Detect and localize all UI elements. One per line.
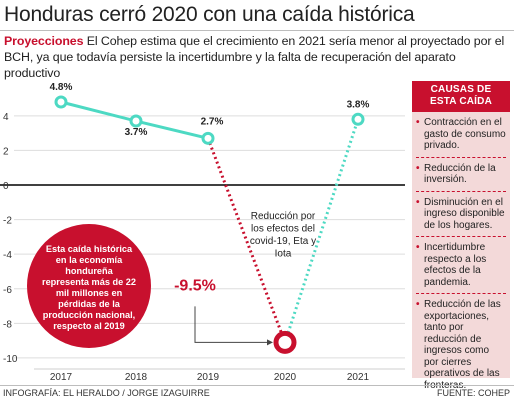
cause-text: Incertidumbre respecto a los efectos de … <box>424 242 487 288</box>
subtitle-lead: Proyecciones <box>4 34 84 48</box>
bullet-icon: • <box>416 117 420 128</box>
cause-item: • Disminución en el ingreso disponible de… <box>416 192 506 237</box>
cause-item: • Contracción en el gasto de consumo priv… <box>416 112 506 158</box>
callout-text: Esta caída histórica en la economía hondur… <box>42 244 136 331</box>
data-points <box>54 95 365 354</box>
cause-item: • Reducción de la inversión. <box>416 158 506 192</box>
bullet-icon: • <box>416 162 420 174</box>
data-point <box>351 112 365 126</box>
data-label: 3.8% <box>347 99 370 110</box>
drop-line <box>206 137 287 343</box>
bullet-icon: • <box>416 299 420 310</box>
causes-heading-line1: CAUSAS DE <box>430 84 492 95</box>
annotation-line: covid-19, Eta y <box>250 236 316 247</box>
y-tick-label: 4 <box>3 112 9 123</box>
cause-text: Reducción de las exportaciones, tanto po… <box>424 299 501 391</box>
annotation-line: los efectos del <box>251 224 315 235</box>
annotation-text: Reducción por los efectos del covid-19, Et… <box>250 211 316 260</box>
bullet-icon: • <box>416 242 420 253</box>
annotation-line: Reducción por <box>251 211 316 222</box>
callout-connector <box>194 306 271 343</box>
annotation-line: Iota <box>275 249 292 260</box>
y-tick-label: 0 <box>3 181 9 192</box>
title-divider <box>0 30 514 31</box>
cause-text: Reducción de la inversión. <box>424 162 496 186</box>
source-text: FUENTE: COHEP <box>436 388 510 398</box>
y-tick-label: 2 <box>3 146 9 157</box>
data-point <box>129 114 143 128</box>
footer-divider <box>0 385 514 386</box>
cause-text: Disminución en el ingreso disponible de … <box>424 196 505 231</box>
causes-heading-line2: ESTA CAÍDA <box>430 96 492 107</box>
callout-circle <box>27 224 151 348</box>
causes-heading: CAUSAS DE ESTA CAÍDA <box>412 81 510 112</box>
data-point <box>201 131 215 145</box>
page-title: Honduras cerró 2020 con una caída histór… <box>4 3 415 26</box>
bullet-icon: • <box>416 196 420 208</box>
callout-line: pérdidas de la <box>58 299 121 309</box>
subtitle: Proyecciones El Cohep estima que el crec… <box>4 33 512 81</box>
recovery-line <box>283 118 360 343</box>
data-label: -9.5% <box>174 277 216 294</box>
callout-line: representa más de 22 <box>42 277 136 287</box>
data-point <box>54 95 68 109</box>
data-labels: 4.8% 3.7% 2.7% -9.5% 3.8% <box>50 82 370 294</box>
data-label: 2.7% <box>201 116 224 127</box>
x-tick-label: 2017 <box>50 372 73 383</box>
y-tick-label: -8 <box>3 319 12 330</box>
arrow-icon <box>267 339 273 346</box>
x-tick-label: 2018 <box>125 372 148 383</box>
cause-item: • Incertidumbre respecto a los efectos de… <box>416 237 506 294</box>
causes-list: • Contracción en el gasto de consumo priv… <box>412 112 510 396</box>
cause-text: Contracción en el gasto de consumo priva… <box>424 117 506 151</box>
callout-line: respecto al 2019 <box>53 321 125 331</box>
cause-item: • Reducción de las exportaciones, tanto p… <box>416 294 506 396</box>
x-tick-label: 2020 <box>274 372 297 383</box>
y-tick-label: -6 <box>3 285 12 296</box>
causes-panel: CAUSAS DE ESTA CAÍDA • Contracción en el … <box>412 81 510 391</box>
callout-line: hondureña <box>65 266 113 276</box>
y-tick-label: -10 <box>3 354 18 365</box>
data-label: 4.8% <box>50 82 73 93</box>
x-axis: 2017 2018 2019 2020 2021 <box>50 372 370 383</box>
annotations: Reducción por los efectos del covid-19, Et… <box>27 211 316 348</box>
line-chart: 4 2 0 -2 -4 -6 -8 -10 2017 2018 2019 2020 2021 Redu… <box>0 82 405 383</box>
credit-text: INFOGRAFÍA: EL HERALDO / JORGE IZAGUIRRE <box>3 388 210 398</box>
x-tick-label: 2019 <box>197 372 220 383</box>
data-point-2020 <box>273 330 297 354</box>
callout-line: producción nacional, <box>43 310 135 320</box>
callout-line: en la economía <box>56 255 123 265</box>
callout-line: Esta caída histórica <box>46 244 133 254</box>
y-tick-label: -2 <box>3 216 12 227</box>
x-tick-label: 2021 <box>347 372 370 383</box>
data-label: 3.7% <box>125 127 148 138</box>
y-tick-label: -4 <box>3 250 12 261</box>
callout-line: mil millones en <box>56 288 123 298</box>
y-axis: 4 2 0 -2 -4 -6 -8 -10 <box>3 112 18 365</box>
subtitle-body: El Cohep estima que el crecimiento en 20… <box>4 34 505 80</box>
